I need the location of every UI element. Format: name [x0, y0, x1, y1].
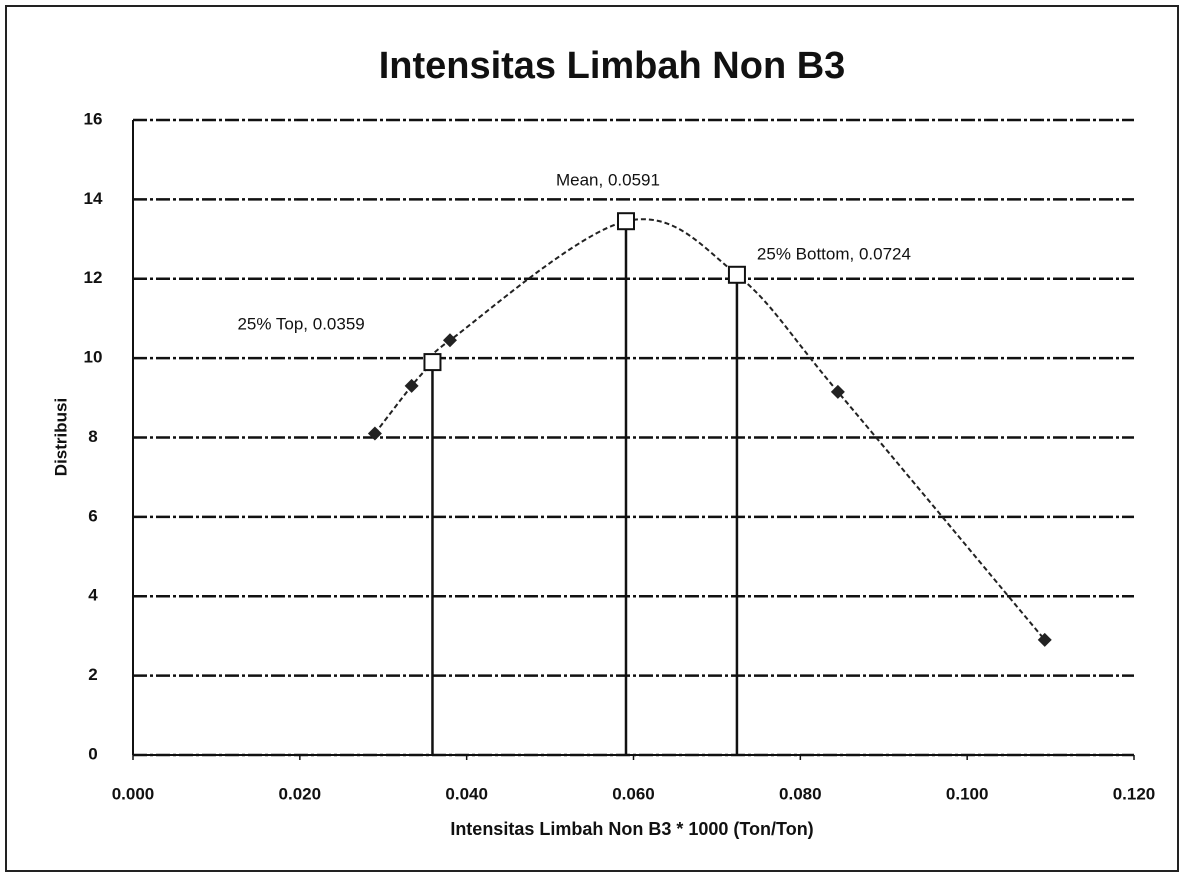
y-axis-title: Distribusi [51, 398, 70, 476]
y-tick-label: 14 [84, 189, 103, 208]
point [367, 426, 382, 441]
y-tick-label: 4 [88, 586, 98, 605]
y-tick-label: 10 [84, 348, 103, 367]
annotation: Mean, 0.0591 [556, 171, 660, 190]
y-tick-label: 6 [88, 506, 97, 525]
x-axis-title: Intensitas Limbah Non B3 * 1000 (Ton/Ton… [450, 819, 813, 839]
x-tick-label: 0.020 [279, 784, 322, 803]
marker-point [727, 265, 746, 284]
x-tick-label: 0.100 [946, 784, 989, 803]
x-tick-label: 0.000 [112, 784, 155, 803]
x-tick-label: 0.080 [779, 784, 822, 803]
marker-point [423, 353, 442, 372]
y-tick-label: 2 [88, 665, 97, 684]
point [442, 333, 457, 348]
marker-point [616, 212, 635, 231]
curve [374, 218, 1046, 641]
point [830, 384, 845, 399]
x-tick-label: 0.120 [1113, 784, 1156, 803]
chart-title: Intensitas Limbah Non B3 [379, 45, 846, 87]
x-tick-label: 0.060 [612, 784, 655, 803]
annotation: 25% Top, 0.0359 [237, 315, 364, 334]
point [1037, 632, 1052, 647]
x-tick-label: 0.040 [445, 784, 488, 803]
y-tick-label: 16 [84, 109, 103, 128]
y-tick-label: 8 [88, 427, 97, 446]
point [404, 378, 419, 393]
chart-border [5, 5, 1179, 872]
y-tick-label: 12 [84, 268, 103, 287]
annotation: 25% Bottom, 0.0724 [757, 244, 911, 263]
y-tick-label: 0 [88, 744, 97, 763]
